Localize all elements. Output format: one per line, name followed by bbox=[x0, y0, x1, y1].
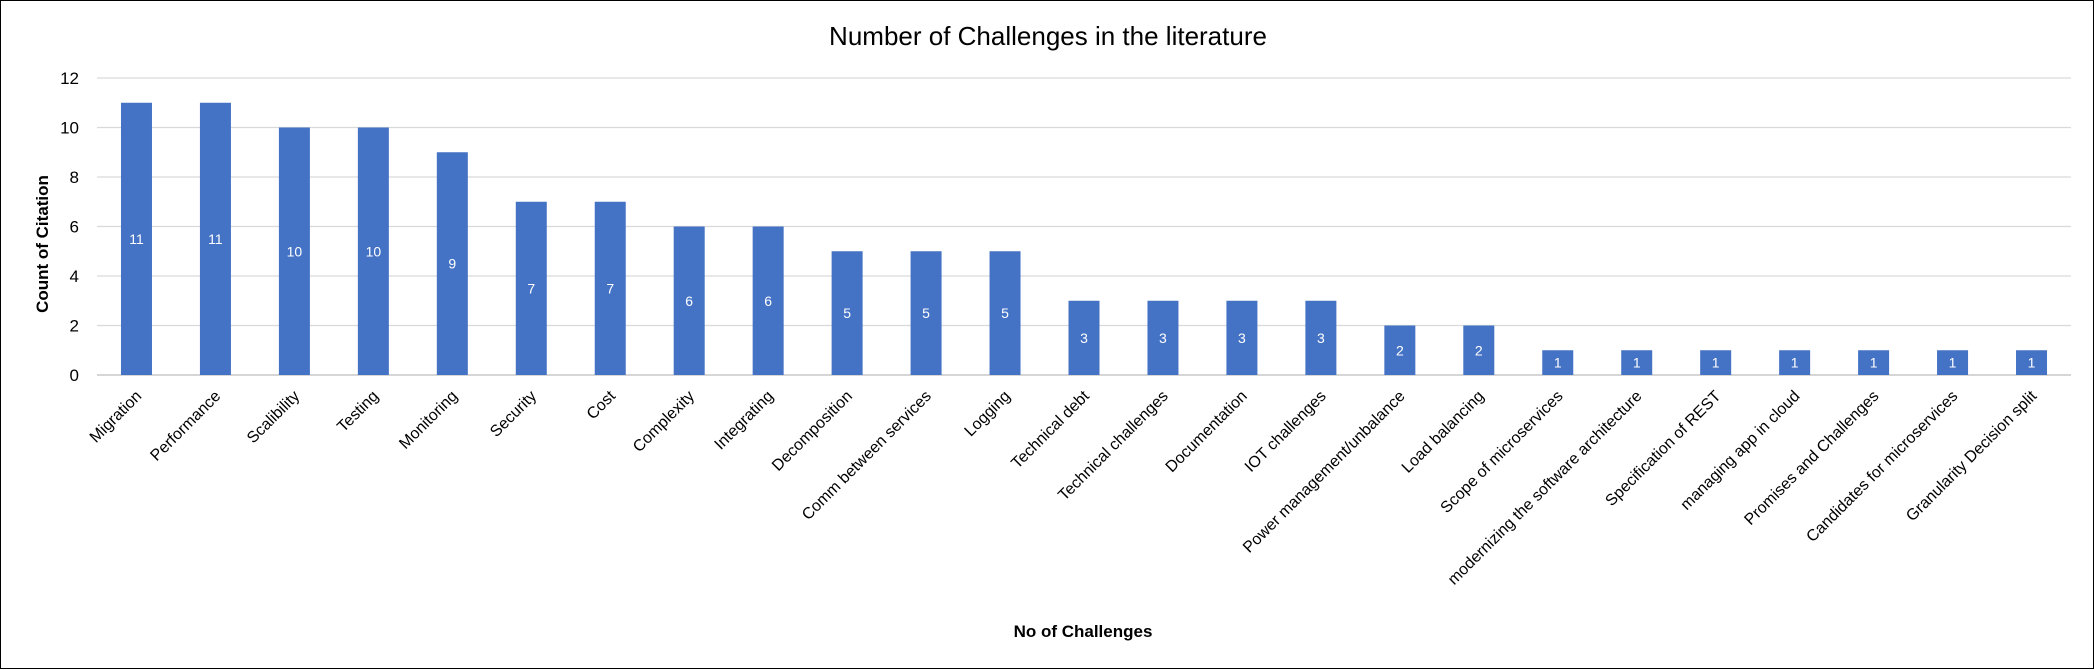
x-category-label: Integrating bbox=[712, 388, 777, 453]
bar bbox=[120, 102, 152, 375]
y-tick-label: 0 bbox=[70, 366, 79, 385]
x-category-label: Granularity Decision split bbox=[1903, 387, 2041, 525]
x-category-label: Decomposition bbox=[769, 388, 856, 475]
bar bbox=[278, 127, 310, 375]
y-tick-label: 2 bbox=[70, 317, 79, 336]
bar bbox=[1621, 350, 1653, 375]
data-label: 5 bbox=[922, 305, 930, 321]
bar bbox=[1858, 350, 1890, 375]
data-label: 1 bbox=[1712, 355, 1720, 371]
x-category-label: Monitoring bbox=[396, 388, 461, 453]
x-category-label: Complexity bbox=[630, 388, 698, 456]
bar bbox=[1384, 325, 1416, 375]
y-tick-label: 8 bbox=[70, 168, 79, 187]
x-category-label: Load balancing bbox=[1399, 388, 1488, 477]
bar bbox=[1779, 350, 1811, 375]
x-category-label: Cost bbox=[584, 387, 620, 423]
bar bbox=[515, 201, 547, 375]
y-axis-title: Count of Citation bbox=[33, 175, 52, 313]
bar bbox=[1700, 350, 1732, 375]
x-category-label: Technical debt bbox=[1008, 387, 1093, 472]
bar bbox=[1463, 325, 1495, 375]
bar bbox=[673, 226, 705, 375]
data-label: 1 bbox=[1554, 355, 1562, 371]
x-category-label: Documentation bbox=[1163, 388, 1251, 476]
bar bbox=[1147, 300, 1179, 375]
x-category-label: Migration bbox=[87, 388, 146, 447]
x-category-label: Performance bbox=[147, 388, 224, 465]
bar bbox=[910, 251, 942, 375]
bar bbox=[1542, 350, 1574, 375]
gridlines bbox=[97, 77, 2071, 376]
data-label: 1 bbox=[1633, 355, 1641, 371]
y-tick-label: 6 bbox=[70, 218, 79, 237]
data-label: 10 bbox=[287, 243, 303, 259]
bar bbox=[436, 152, 468, 375]
data-label: 11 bbox=[208, 231, 223, 247]
bar bbox=[1937, 350, 1969, 375]
bar bbox=[1226, 300, 1258, 375]
data-label: 6 bbox=[764, 293, 772, 309]
x-category-label: Logging bbox=[962, 388, 1014, 440]
x-category-label: Comm between services bbox=[799, 388, 935, 524]
x-axis-categories: Migration Performance Scalibility Testing Mo… bbox=[87, 387, 2041, 588]
bar bbox=[594, 201, 626, 375]
data-label: 5 bbox=[843, 305, 851, 321]
data-label: 3 bbox=[1159, 330, 1167, 346]
data-label: 1 bbox=[1949, 355, 1957, 371]
bar bbox=[831, 251, 863, 375]
data-label: 11 bbox=[129, 231, 144, 247]
data-label: 2 bbox=[1475, 342, 1483, 358]
data-label: 6 bbox=[685, 293, 693, 309]
data-label: 1 bbox=[1870, 355, 1878, 371]
data-label: 1 bbox=[2028, 355, 2036, 371]
data-label: 3 bbox=[1080, 330, 1088, 346]
data-label: 9 bbox=[448, 256, 456, 272]
y-tick-label: 10 bbox=[60, 119, 79, 138]
bar bbox=[199, 102, 231, 375]
data-label: 10 bbox=[366, 243, 382, 259]
x-category-label: Power management/unbalance bbox=[1240, 388, 1409, 557]
data-label: 3 bbox=[1317, 330, 1325, 346]
bar bbox=[2016, 350, 2048, 375]
data-label: 2 bbox=[1396, 342, 1404, 358]
chart-title: Number of Challenges in the literature bbox=[829, 21, 1267, 51]
y-axis-ticks: 0 2 4 6 8 10 12 bbox=[60, 69, 79, 385]
x-category-label: Security bbox=[487, 388, 540, 441]
y-tick-label: 12 bbox=[60, 69, 79, 88]
bar bbox=[357, 127, 389, 375]
x-category-label: Testing bbox=[334, 388, 382, 436]
data-label: 5 bbox=[1001, 305, 1009, 321]
bar bbox=[1305, 300, 1337, 375]
bars bbox=[120, 102, 2048, 375]
x-axis-title: No of Challenges bbox=[1014, 622, 1153, 641]
x-category-label: IOT challenges bbox=[1242, 388, 1330, 476]
y-tick-label: 4 bbox=[70, 267, 79, 286]
data-label: 1 bbox=[1791, 355, 1799, 371]
data-label: 7 bbox=[606, 280, 614, 296]
bar bbox=[752, 226, 784, 375]
x-category-label: Promises and Challenges bbox=[1741, 388, 1882, 529]
data-label: 3 bbox=[1238, 330, 1246, 346]
data-label: 7 bbox=[527, 280, 535, 296]
x-category-label: Candidates for microservices bbox=[1803, 388, 1961, 546]
x-category-label: Scalibility bbox=[244, 388, 303, 447]
bar bbox=[989, 251, 1021, 375]
bar bbox=[1068, 300, 1100, 375]
